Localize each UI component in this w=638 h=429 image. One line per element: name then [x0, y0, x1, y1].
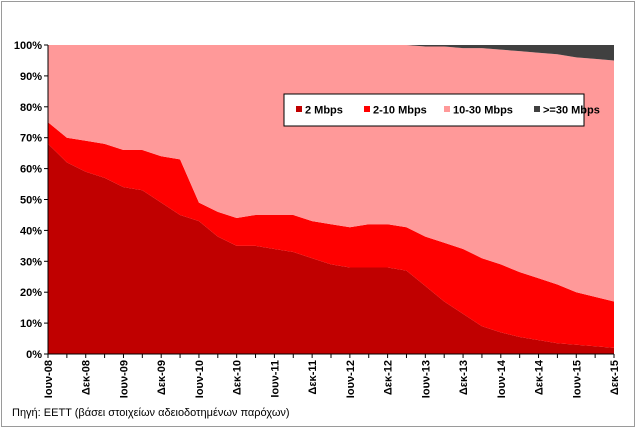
x-tick-label: Δεκ-12 — [383, 360, 395, 395]
x-axis: Ιουν-08 Δεκ-08 Ιουν-09 Δεκ-09 Ιουν-10 Δεκ-10 Ι… — [43, 353, 621, 398]
legend: 2 Mbps 2-10 Mbps 10-30 Mbps >=30 Mbps — [283, 93, 600, 127]
legend-swatch — [364, 106, 370, 112]
y-tick-label: 0% — [26, 349, 42, 361]
y-tick-label: 70% — [20, 133, 42, 145]
x-tick-label: Δεκ-15 — [609, 360, 621, 395]
legend-label: 2-10 Mbps — [373, 105, 427, 117]
x-tick-label: Ιουν-11 — [269, 360, 281, 398]
legend-swatch — [296, 106, 302, 112]
x-tick-label: Δεκ-11 — [307, 360, 319, 395]
x-tick-label: Δεκ-13 — [458, 360, 470, 395]
legend-label: 10-30 Mbps — [453, 105, 513, 117]
y-axis: 0% 10% 20% 30% 40% 50% 60% 70% 80% 90% 100% — [14, 40, 49, 361]
x-tick-label: Ιουν-09 — [118, 360, 130, 398]
x-tick-label: Ιουν-12 — [345, 360, 357, 398]
area-series-0 — [48, 143, 614, 354]
y-tick-label: 80% — [20, 102, 42, 114]
y-tick-label: 100% — [14, 40, 42, 52]
source-note: Πηγή: ΕΕΤΤ (βάσει στοιχείων αδειοδοτημέν… — [12, 407, 290, 419]
legend-swatch — [444, 106, 450, 112]
legend-label: >=30 Mbps — [543, 105, 600, 117]
y-tick-label: 50% — [20, 195, 42, 207]
x-tick-label: Δεκ-08 — [81, 360, 93, 395]
x-tick-label: Ιουν-10 — [194, 360, 206, 398]
x-tick-label: Ιουν-13 — [420, 360, 432, 398]
plot-area — [48, 45, 614, 354]
y-tick-label: 10% — [20, 318, 42, 330]
x-tick-label: Δεκ-09 — [156, 360, 168, 395]
x-tick-label: Δεκ-14 — [534, 359, 546, 395]
y-tick-label: 20% — [20, 287, 42, 299]
y-tick-label: 40% — [20, 225, 42, 237]
area-series-1 — [48, 122, 614, 348]
x-tick-label: Ιουν-15 — [571, 360, 583, 398]
area-series-3 — [48, 45, 614, 61]
stacked-area-chart: 0% 10% 20% 30% 40% 50% 60% 70% 80% 90% 100% Ιουν-0… — [14, 40, 621, 398]
x-tick-label: Ιουν-08 — [43, 360, 55, 398]
legend-swatch — [534, 106, 540, 112]
y-tick-label: 60% — [20, 164, 42, 176]
legend-label: 2 Mbps — [305, 105, 343, 117]
x-tick-label: Δεκ-10 — [232, 360, 244, 395]
y-tick-label: 30% — [20, 256, 42, 268]
y-tick-label: 90% — [20, 71, 42, 83]
x-tick-label: Ιουν-14 — [496, 359, 508, 398]
